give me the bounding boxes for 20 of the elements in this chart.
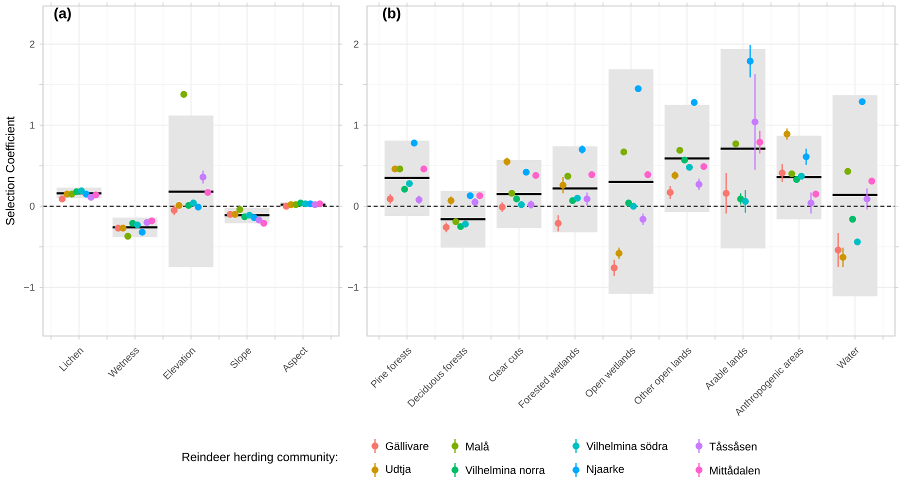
legend-label: Vilhelmina norra: [465, 466, 545, 474]
y-tick-label: 0: [354, 202, 359, 210]
y-tick-label: 1: [354, 122, 358, 129]
legend-label: Njaarke: [587, 464, 624, 476]
legend-title: Reindeer herding community:: [182, 452, 338, 464]
y-tick-label: 2: [30, 40, 34, 48]
chart-title: (a): [54, 8, 71, 22]
y-tick-label: 2: [354, 40, 358, 48]
y-axis-title: Selection Coefficient: [6, 116, 14, 226]
legend-label: Tåssåsen: [710, 441, 757, 450]
legend-label: Malå: [466, 441, 490, 450]
y-tick-label: −1: [348, 284, 358, 291]
y-tick-label: 1: [30, 122, 34, 129]
y-tick-label: −1: [24, 284, 34, 291]
legend-label: Gällivare: [386, 442, 428, 450]
chart-title: (b): [383, 8, 400, 22]
legend-label: Vilhelmina södra: [586, 442, 668, 450]
legend-label: Mittådalen: [710, 465, 760, 474]
y-tick-label: 0: [30, 202, 35, 210]
legend-label: Udtja: [386, 464, 412, 476]
